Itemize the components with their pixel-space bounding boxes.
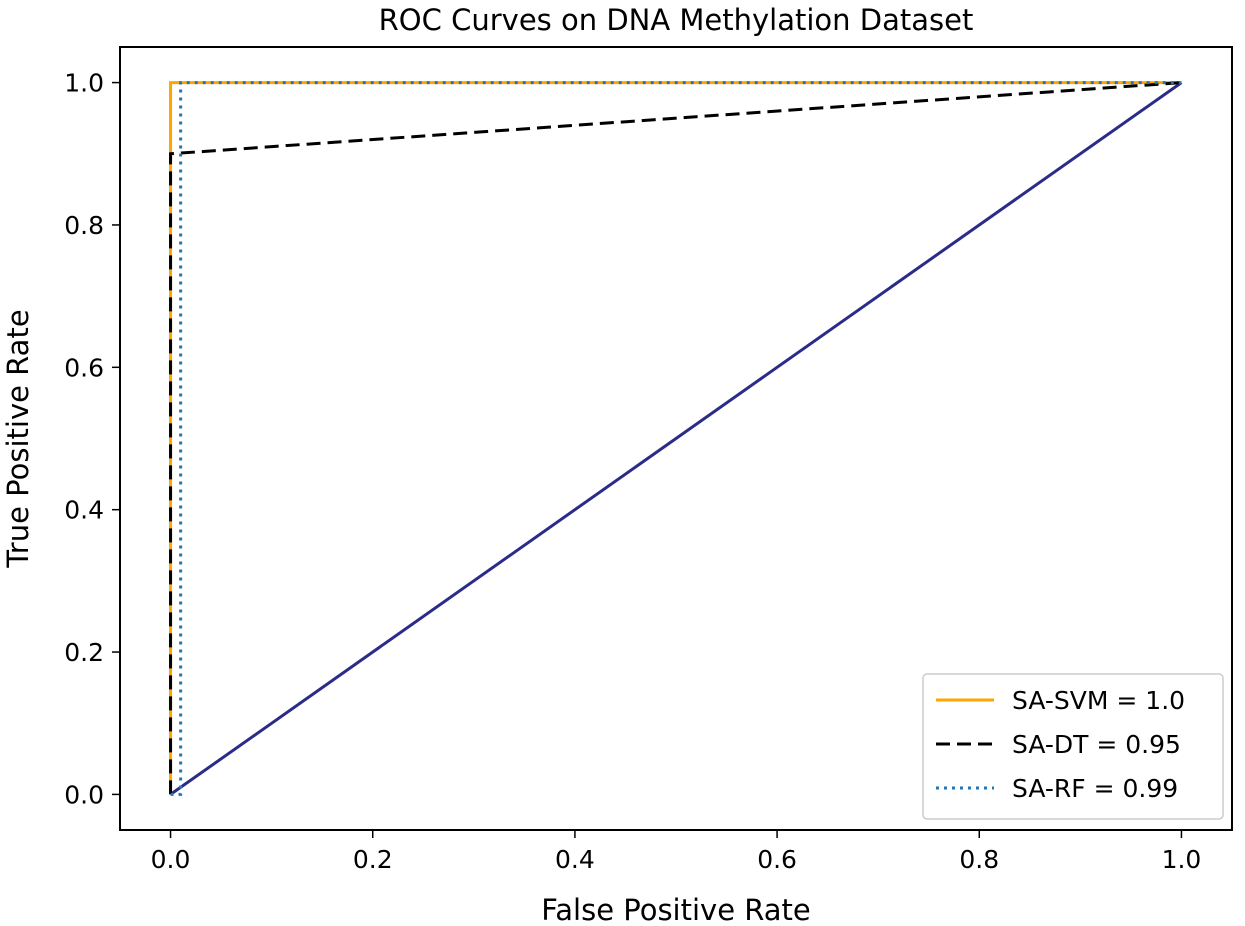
series-lines	[169, 81, 1183, 796]
y-tick-label: 0.4	[64, 496, 104, 525]
x-tick-label: 0.2	[353, 845, 393, 874]
y-axis: 0.0 0.2 0.4 0.6 0.8 1.0	[64, 69, 120, 809]
y-tick-label: 0.0	[64, 780, 104, 809]
x-axis: 0.0 0.2 0.4 0.6 0.8 1.0	[151, 830, 1202, 874]
legend-label: SA-SVM = 1.0	[1012, 686, 1185, 715]
y-tick-label: 0.8	[64, 211, 104, 240]
y-axis-title: True Positive Rate	[1, 309, 35, 568]
x-tick-label: 0.0	[151, 845, 191, 874]
x-tick-label: 0.6	[757, 845, 797, 874]
chart-title: ROC Curves on DNA Methylation Dataset	[379, 3, 974, 37]
legend-box	[922, 673, 1224, 820]
y-tick-label: 0.6	[64, 353, 104, 382]
x-tick-label: 0.8	[959, 845, 999, 874]
y-tick-label: 1.0	[64, 69, 104, 98]
x-tick-label: 0.4	[555, 845, 595, 874]
x-tick-label: 1.0	[1162, 845, 1202, 874]
series-line-sa-dt	[169, 81, 1182, 795]
series-line-chance	[169, 81, 1183, 796]
y-tick-label: 0.2	[64, 638, 104, 667]
legend: SA-SVM = 1.0 SA-DT = 0.95 SA-RF = 0.99	[922, 673, 1224, 820]
legend-label: SA-DT = 0.95	[1012, 730, 1181, 759]
plot-area-frame	[119, 46, 1233, 831]
x-axis-title: False Positive Rate	[541, 893, 811, 926]
legend-label: SA-RF = 0.99	[1012, 774, 1178, 803]
